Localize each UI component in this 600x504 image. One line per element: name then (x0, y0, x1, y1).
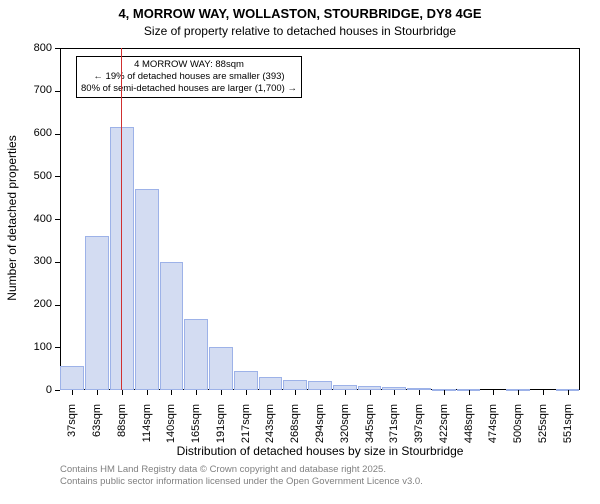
histogram-bar (85, 236, 109, 390)
histogram-bar (184, 319, 208, 390)
y-tick-mark (55, 134, 60, 135)
y-tick-label: 500 (0, 170, 52, 182)
x-tick-mark (370, 390, 371, 395)
annotation-line2: ← 19% of detached houses are smaller (39… (81, 71, 297, 83)
x-tick-label: 88sqm (116, 404, 128, 504)
x-tick-mark (97, 390, 98, 395)
property-marker-line (121, 48, 122, 390)
y-tick-label: 300 (0, 255, 52, 267)
y-tick-label: 800 (0, 42, 52, 54)
histogram-bar (160, 262, 184, 390)
y-tick-mark (55, 91, 60, 92)
y-tick-mark (55, 176, 60, 177)
x-tick-mark (147, 390, 148, 395)
x-tick-mark (469, 390, 470, 395)
x-tick-mark (345, 390, 346, 395)
y-tick-mark (55, 305, 60, 306)
x-tick-mark (122, 390, 123, 395)
x-tick-mark (394, 390, 395, 395)
chart-container: 4, MORROW WAY, WOLLASTON, STOURBRIDGE, D… (0, 0, 600, 500)
annotation-box: 4 MORROW WAY: 88sqm ← 19% of detached ho… (76, 56, 302, 98)
x-tick-mark (518, 390, 519, 395)
x-tick-label: 345sqm (364, 404, 376, 504)
x-tick-mark (419, 390, 420, 395)
chart-title: 4, MORROW WAY, WOLLASTON, STOURBRIDGE, D… (0, 6, 600, 21)
y-tick-label: 100 (0, 341, 52, 353)
x-tick-mark (493, 390, 494, 395)
x-tick-mark (246, 390, 247, 395)
histogram-bar (60, 366, 84, 390)
x-tick-label: 243sqm (264, 404, 276, 504)
histogram-bar (283, 380, 307, 390)
x-tick-label: 551sqm (562, 404, 574, 504)
histogram-bar (308, 381, 332, 390)
x-tick-label: 114sqm (141, 404, 153, 504)
x-tick-mark (72, 390, 73, 395)
x-tick-label: 474sqm (487, 404, 499, 504)
y-tick-mark (55, 262, 60, 263)
y-tick-mark (55, 390, 60, 391)
x-tick-mark (295, 390, 296, 395)
y-tick-mark (55, 48, 60, 49)
x-tick-mark (221, 390, 222, 395)
histogram-bar (135, 189, 159, 390)
y-tick-mark (55, 219, 60, 220)
x-tick-mark (171, 390, 172, 395)
x-tick-mark (270, 390, 271, 395)
x-tick-label: 320sqm (339, 404, 351, 504)
y-tick-label: 200 (0, 298, 52, 310)
x-tick-label: 500sqm (512, 404, 524, 504)
x-tick-label: 140sqm (165, 404, 177, 504)
x-tick-mark (543, 390, 544, 395)
x-tick-label: 268sqm (289, 404, 301, 504)
chart-subtitle: Size of property relative to detached ho… (0, 24, 600, 38)
x-tick-label: 294sqm (314, 404, 326, 504)
x-tick-label: 165sqm (190, 404, 202, 504)
histogram-bar (209, 347, 233, 390)
x-tick-label: 525sqm (537, 404, 549, 504)
x-tick-mark (444, 390, 445, 395)
x-tick-label: 37sqm (66, 404, 78, 504)
histogram-bar (259, 377, 283, 390)
histogram-bar (234, 371, 258, 390)
y-tick-mark (55, 347, 60, 348)
x-tick-mark (320, 390, 321, 395)
y-tick-label: 0 (0, 384, 52, 396)
x-tick-label: 191sqm (215, 404, 227, 504)
annotation-line3: 80% of semi-detached houses are larger (… (81, 83, 297, 95)
x-tick-label: 371sqm (388, 404, 400, 504)
x-tick-label: 422sqm (438, 404, 450, 504)
x-tick-mark (568, 390, 569, 395)
x-tick-label: 217sqm (240, 404, 252, 504)
y-tick-label: 700 (0, 84, 52, 96)
x-tick-label: 397sqm (413, 404, 425, 504)
x-tick-label: 63sqm (91, 404, 103, 504)
x-tick-label: 448sqm (463, 404, 475, 504)
annotation-line1: 4 MORROW WAY: 88sqm (81, 59, 297, 71)
x-tick-mark (196, 390, 197, 395)
y-tick-label: 600 (0, 127, 52, 139)
y-tick-label: 400 (0, 213, 52, 225)
